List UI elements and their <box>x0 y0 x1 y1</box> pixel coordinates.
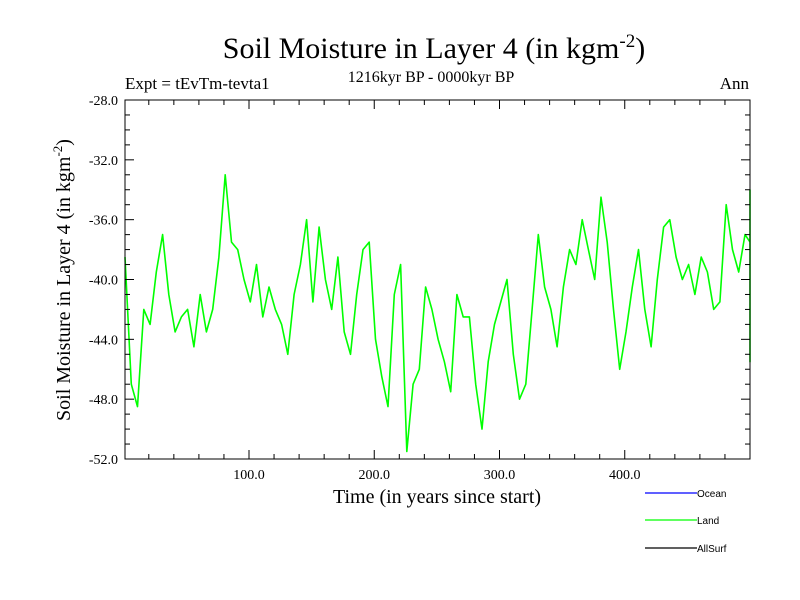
land-series-line <box>124 174 751 453</box>
chart-title-main: Soil Moisture in Layer 4 (in kgm <box>223 32 620 65</box>
legend-label-allsurf: AllSurf <box>697 544 727 555</box>
y-tick-label: -40.0 <box>89 274 118 289</box>
chart-title: Soil Moisture in Layer 4 (in kgm-2) <box>223 31 645 65</box>
chart-title-close: ) <box>635 32 645 65</box>
plot-frame <box>124 99 751 460</box>
y-tick-label: -36.0 <box>89 214 118 229</box>
x-tick-label: 300.0 <box>484 468 516 483</box>
y-axis-label-main: Soil Moisture in Layer 4 (in kgm <box>53 156 75 421</box>
y-axis-label-superscript: -2 <box>50 146 65 157</box>
legend-label-land: Land <box>697 516 719 527</box>
x-tick-label: 400.0 <box>609 468 641 483</box>
experiment-label: Expt = tEvTm-tevta1 <box>125 74 270 93</box>
y-axis-label: Soil Moisture in Layer 4 (in kgm-2) <box>50 139 75 421</box>
y-axis-label-close: ) <box>53 139 75 146</box>
legend: Ocean Land AllSurf <box>645 489 727 555</box>
x-tick-label: 200.0 <box>358 468 390 483</box>
chart-title-superscript: -2 <box>619 31 635 52</box>
y-tick-label: -48.0 <box>89 393 118 408</box>
y-tick-label: -44.0 <box>89 333 118 348</box>
x-axis-label: Time (in years since start) <box>333 486 541 508</box>
y-tick-label: -28.0 <box>89 94 118 109</box>
legend-label-ocean: Ocean <box>697 489 726 500</box>
y-tick-label: -32.0 <box>89 154 118 169</box>
x-tick-labels: 100.0 200.0 300.0 400.0 <box>233 468 640 483</box>
axis-ticks <box>125 99 750 460</box>
plot-area <box>124 174 751 453</box>
x-tick-label: 100.0 <box>233 468 265 483</box>
season-label: Ann <box>720 74 750 93</box>
y-tick-labels: -28.0 -32.0 -36.0 -40.0 -44.0 -48.0 -52.0 <box>89 94 118 468</box>
y-tick-label: -52.0 <box>89 453 118 468</box>
chart-subtitle: 1216kyr BP - 0000kyr BP <box>348 69 515 86</box>
